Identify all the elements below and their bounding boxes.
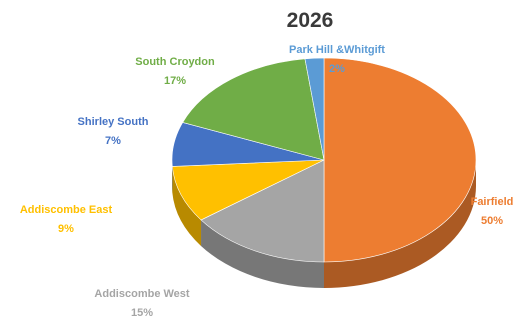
slice-percent-label: 2%: [329, 63, 345, 75]
pie-slices: [171, 57, 477, 263]
slice-label-park-hill-whitgift: Park Hill &Whitgift 2%: [289, 44, 385, 75]
pie-slice-addiscombe-east: [171, 159, 325, 221]
slice-category-label: Shirley South: [78, 116, 149, 128]
slice-label-south-croydon: South Croydon 17%: [135, 56, 215, 87]
slice-category-label: Fairfield: [471, 196, 514, 208]
slice-label-fairfield: Fairfield 50%: [471, 196, 514, 227]
slice-percent-label: 7%: [105, 135, 121, 147]
slice-category-label: Addiscombe East: [20, 204, 113, 216]
pie-side-fairfield: [324, 160, 476, 288]
slice-label-addiscombe-west: Addiscombe West 15%: [94, 288, 189, 319]
slice-percent-label: 17%: [164, 75, 186, 87]
slice-category-label: Park Hill &Whitgift: [289, 44, 385, 56]
slice-category-label: South Croydon: [135, 56, 215, 68]
slice-label-shirley-south: Shirley South 7%: [78, 116, 149, 147]
pie-slice-addiscombe-west: [200, 159, 325, 263]
slice-category-label: Addiscombe West: [94, 288, 189, 300]
pie-slice-south-croydon: [182, 58, 325, 161]
pie-slice-park-hill-whitgift: [304, 57, 325, 161]
slice-percent-label: 9%: [58, 223, 74, 235]
slice-label-addiscombe-east: Addiscombe East 9%: [20, 204, 113, 235]
chart-title: 2026: [287, 9, 334, 32]
pie-side-addiscombe-east: [172, 166, 202, 246]
pie-side-addiscombe-west: [201, 219, 324, 288]
slice-percent-label: 50%: [481, 215, 503, 227]
pie-slice-fairfield: [323, 57, 477, 263]
slice-percent-label: 15%: [131, 307, 153, 319]
